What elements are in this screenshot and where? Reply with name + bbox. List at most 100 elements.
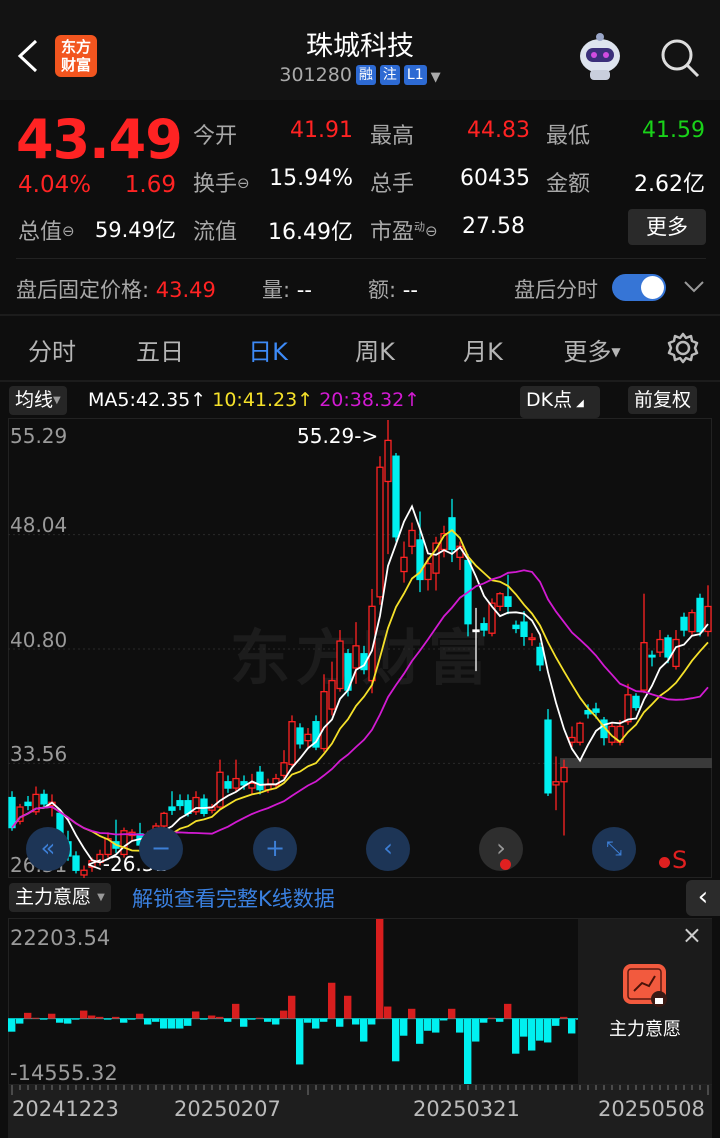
indicator-bar bbox=[184, 1018, 192, 1026]
candle-body bbox=[160, 812, 168, 827]
back-icon[interactable] bbox=[14, 38, 42, 74]
candle-body bbox=[80, 869, 88, 876]
indicator-bar bbox=[328, 982, 336, 1019]
candle-body bbox=[368, 605, 376, 682]
candle bbox=[168, 791, 176, 815]
fullscreen-button[interactable]: ⤡ bbox=[592, 827, 636, 871]
tab-daily-k[interactable]: 日K bbox=[248, 338, 288, 366]
candle-body bbox=[416, 539, 424, 581]
caret-down-icon[interactable]: ▼ bbox=[430, 70, 441, 85]
more-quote-button[interactable]: 更多 bbox=[628, 209, 706, 245]
date-axis-ticks bbox=[11, 1085, 709, 1095]
indicator-bar bbox=[504, 1003, 512, 1019]
indicator-bar bbox=[160, 1018, 168, 1029]
tab-intraday[interactable]: 分时 bbox=[28, 338, 76, 366]
date-axis[interactable] bbox=[8, 1085, 712, 1138]
locked-chart-icon bbox=[623, 964, 667, 1007]
candle-body bbox=[248, 782, 256, 789]
indicator-chart[interactable] bbox=[0, 918, 720, 1085]
after-hours-volume: 量: -- bbox=[262, 274, 312, 304]
candle bbox=[656, 630, 664, 657]
collapse-panel-button[interactable]: ‹ bbox=[686, 880, 720, 916]
tab-weekly-k[interactable]: 周K bbox=[355, 338, 395, 366]
candle bbox=[472, 607, 480, 672]
candle-body bbox=[688, 612, 696, 633]
candle-body bbox=[120, 830, 128, 856]
indicator-bar bbox=[200, 1018, 208, 1020]
search-icon[interactable] bbox=[658, 36, 702, 80]
scroll-left-fast-button[interactable]: « bbox=[26, 827, 70, 871]
price-adjust-button[interactable]: 前复权 bbox=[628, 386, 698, 414]
indicator-bar bbox=[408, 1008, 416, 1019]
candle bbox=[288, 715, 296, 766]
margin-badge[interactable]: 融 bbox=[355, 65, 376, 85]
volume-label: 总手 bbox=[370, 172, 415, 197]
caret-down-icon: ▼ bbox=[611, 345, 621, 359]
last-price: 43.49 bbox=[16, 108, 183, 171]
candle bbox=[248, 773, 256, 795]
date-label: 20250207 bbox=[174, 1097, 281, 1121]
indicator-bar bbox=[352, 1018, 360, 1025]
tab-five-day[interactable]: 五日 bbox=[136, 338, 184, 366]
indicator-bar bbox=[248, 1018, 256, 1020]
y-axis-label: 55.29 bbox=[10, 424, 68, 448]
zoom-out-button[interactable]: − bbox=[139, 827, 183, 871]
zoom-in-button[interactable]: + bbox=[253, 827, 297, 871]
info-icon[interactable]: ⊖ bbox=[425, 222, 438, 240]
divider bbox=[16, 258, 706, 259]
ma-values: MA5:42.35↑ 10:41.23↑ 20:38.32↑ bbox=[88, 387, 420, 413]
candle-body bbox=[320, 691, 328, 750]
tab-more[interactable]: 更多▼ bbox=[563, 332, 620, 367]
indicator-bar bbox=[40, 1018, 48, 1020]
info-icon[interactable]: ⊖ bbox=[237, 174, 250, 192]
dk-point-button[interactable]: DK点 ◢ bbox=[520, 386, 600, 418]
candle-body bbox=[296, 727, 304, 745]
robot-assistant-icon[interactable] bbox=[572, 30, 628, 82]
candle bbox=[464, 554, 472, 637]
next-button[interactable]: › bbox=[479, 827, 523, 871]
info-icon[interactable]: ⊖ bbox=[62, 222, 75, 240]
candle-body bbox=[656, 638, 664, 653]
locked-indicator-panel[interactable]: × 主力意愿 bbox=[578, 919, 712, 1084]
indicator-bar bbox=[344, 995, 352, 1019]
logo-text: 东方 bbox=[60, 38, 91, 56]
candle-body bbox=[664, 637, 672, 658]
change-amount: 1.69 bbox=[124, 172, 176, 198]
indicator-selector[interactable]: 主力意愿 ▼ bbox=[9, 883, 111, 912]
candle-body bbox=[312, 721, 320, 748]
after-hours-toggle[interactable] bbox=[612, 274, 666, 301]
indicator-bar bbox=[80, 1010, 88, 1019]
ma-selector[interactable]: 均线▼ bbox=[9, 386, 67, 415]
logo-text: 财富 bbox=[60, 56, 91, 74]
candle bbox=[408, 522, 416, 555]
candle bbox=[432, 536, 440, 591]
candle bbox=[640, 593, 648, 694]
prev-button[interactable]: ‹ bbox=[366, 827, 410, 871]
candle bbox=[416, 511, 424, 593]
indicator-bar bbox=[240, 1018, 248, 1027]
candle bbox=[256, 765, 264, 795]
ma20-line bbox=[11, 569, 709, 836]
unlock-kline-link[interactable]: 解锁查看完整K线数据 bbox=[132, 887, 335, 911]
candle bbox=[664, 634, 672, 664]
settings-gear-icon[interactable] bbox=[666, 331, 700, 365]
indicator-bar bbox=[272, 1018, 280, 1025]
candle-body bbox=[200, 798, 208, 815]
candle-body bbox=[680, 616, 688, 631]
signal-s-button[interactable]: S bbox=[672, 846, 688, 874]
candle-body bbox=[528, 637, 536, 641]
close-icon[interactable]: × bbox=[681, 921, 702, 949]
candle-body bbox=[496, 593, 504, 607]
candle bbox=[32, 786, 40, 815]
kline-chart[interactable] bbox=[0, 418, 720, 880]
candle bbox=[296, 723, 304, 749]
tab-monthly-k[interactable]: 月K bbox=[463, 338, 503, 366]
chevron-down-icon[interactable] bbox=[683, 280, 705, 294]
indicator-bar bbox=[392, 1018, 400, 1062]
level1-badge[interactable]: L1 bbox=[403, 65, 427, 85]
registered-badge[interactable]: 注 bbox=[379, 65, 400, 85]
divider bbox=[0, 314, 720, 316]
candle-body bbox=[592, 708, 600, 713]
indicator-bar bbox=[32, 1017, 40, 1019]
candle-body bbox=[536, 646, 544, 666]
